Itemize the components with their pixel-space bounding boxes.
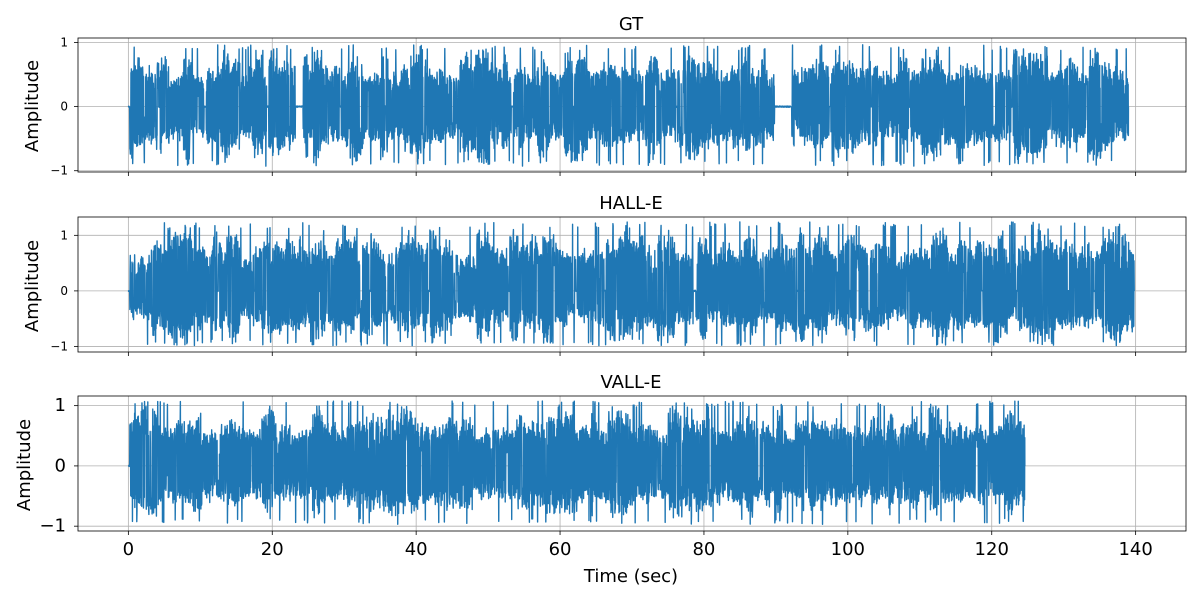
y-tick-label: −1 [50, 164, 68, 178]
y-tick-label: 0 [55, 455, 66, 476]
y-tick-label: −1 [39, 516, 66, 537]
panel-gt: GT Amplitude −1 0 1 [22, 14, 1187, 178]
x-tick-label: 40 [405, 539, 428, 560]
y-axis-label: Amplitude [14, 419, 35, 511]
y-tick-label: 0 [60, 100, 68, 114]
x-tick-label: 140 [1118, 539, 1152, 560]
chart-title: GT [619, 14, 644, 35]
y-tick-label: 1 [60, 228, 68, 242]
chart-title: VALL-E [600, 372, 661, 393]
axes-frame [77, 395, 1187, 532]
chart-title: HALL-E [599, 193, 662, 214]
waveform-series [127, 221, 1135, 347]
axes-frame [77, 37, 1187, 173]
x-tick-label: 0 [123, 539, 134, 560]
x-tick-label: 20 [261, 539, 284, 560]
panel-vall-e: VALL-E Amplitude Time (sec) 0 20 40 60 80 100… [14, 372, 1187, 587]
y-tick-label: 1 [55, 395, 66, 416]
x-tick-label: 60 [549, 539, 572, 560]
axes-frame [77, 216, 1187, 353]
y-axis-label: Amplitude [22, 240, 43, 332]
y-tick-label: −1 [50, 339, 68, 353]
waveform-series [127, 400, 1026, 526]
waveform-series [127, 44, 1130, 167]
x-tick-label: 80 [692, 539, 715, 560]
panel-hall-e: HALL-E Amplitude −1 0 1 [22, 193, 1187, 356]
y-tick-label: 0 [60, 284, 68, 298]
y-tick-label: 1 [60, 35, 68, 49]
x-tick-label: 120 [975, 539, 1009, 560]
x-axis-label: Time (sec) [583, 566, 678, 587]
y-axis-label: Amplitude [22, 60, 43, 152]
x-tick-label: 100 [831, 539, 865, 560]
